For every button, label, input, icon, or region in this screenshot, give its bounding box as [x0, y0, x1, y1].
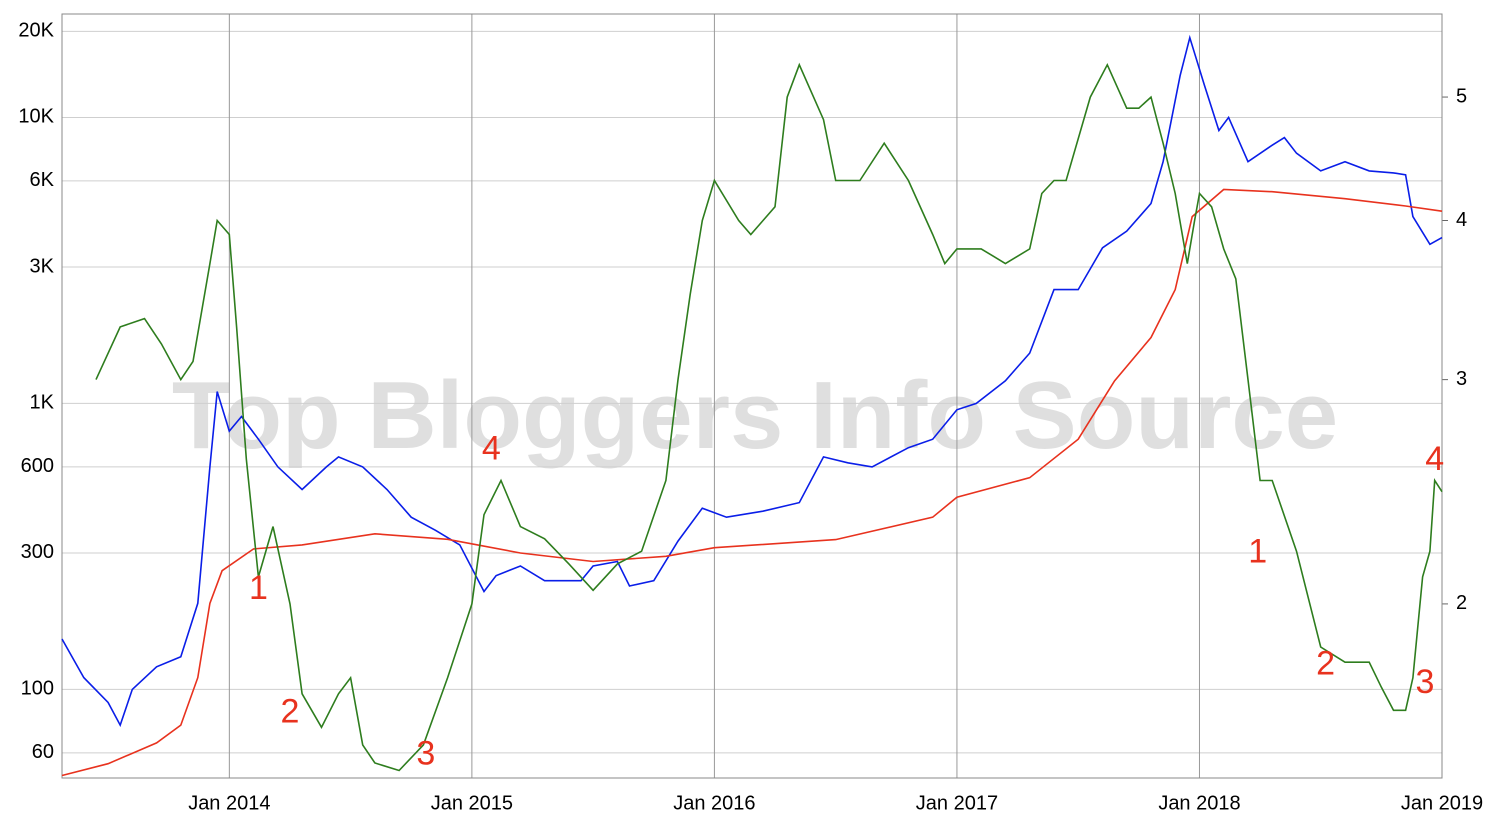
- line-series: [61, 34, 1443, 728]
- y-tick-label: 20K: [18, 20, 54, 42]
- annotation: 3: [416, 735, 435, 773]
- y-tick-label: 600: [21, 455, 54, 477]
- y2-tick-label: 3: [1456, 368, 1467, 390]
- y2-tick-label: 5: [1456, 85, 1467, 107]
- plot-frame: [61, 13, 1443, 779]
- x-tick-label: Jan 2019: [1401, 792, 1483, 814]
- annotation: 4: [1425, 440, 1444, 478]
- line-series: [61, 188, 1443, 777]
- annotation: 2: [1316, 644, 1335, 682]
- y-tick-label: 60: [32, 741, 54, 763]
- y-tick-label: 10K: [18, 106, 54, 128]
- line-series: [95, 62, 1443, 772]
- annotation: 1: [1248, 533, 1267, 571]
- y-tick-label: 100: [21, 678, 54, 700]
- annotation: 2: [281, 693, 300, 731]
- x-tick-label: Jan 2015: [431, 792, 513, 814]
- x-tick-label: Jan 2017: [916, 792, 998, 814]
- y-tick-label: 6K: [30, 169, 55, 191]
- x-tick-label: Jan 2016: [673, 792, 755, 814]
- y-tick-label: 3K: [30, 255, 55, 277]
- watermark: Top Bloggers Info Source: [172, 362, 1338, 469]
- y2-tick-label: 2: [1456, 592, 1467, 614]
- x-tick-label: Jan 2018: [1158, 792, 1240, 814]
- y-tick-label: 1K: [30, 392, 55, 414]
- y-tick-label: 300: [21, 541, 54, 563]
- annotation: 3: [1416, 663, 1435, 701]
- annotation: 4: [482, 429, 501, 467]
- y2-tick-label: 4: [1456, 209, 1467, 231]
- x-tick-label: Jan 2014: [188, 792, 270, 814]
- annotation: 1: [249, 569, 268, 607]
